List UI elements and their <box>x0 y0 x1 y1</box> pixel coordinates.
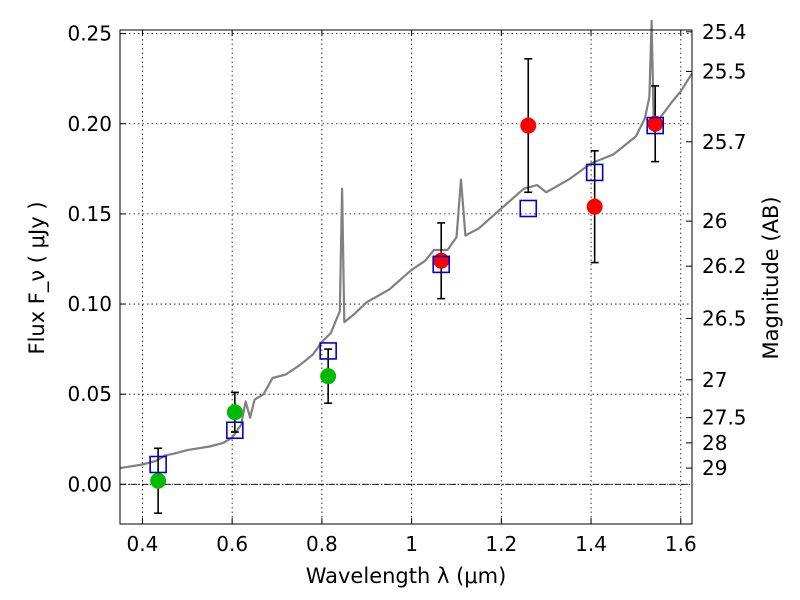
y2-tick-label: 28 <box>702 431 727 455</box>
observed-point <box>586 198 603 215</box>
y2-tick-label: 26.2 <box>702 254 747 278</box>
model-point <box>319 342 337 360</box>
observed-point <box>647 115 664 132</box>
x-tick-label: 1.4 <box>575 532 607 556</box>
x-tick-label: 0.6 <box>216 532 248 556</box>
y-tick-label: 0.05 <box>67 382 112 406</box>
y2-tick-label: 29 <box>702 456 727 480</box>
y2-tick-label: 25.7 <box>702 130 747 154</box>
observed-point <box>320 368 337 385</box>
model-point <box>519 199 538 218</box>
grid-lines <box>120 30 692 524</box>
x-tick-label: 0.8 <box>306 532 338 556</box>
tick-labels: 0.4 0.6 0.8 1 1.2 1.4 1.6 0.00 0.05 0.10 0.15 0.20 0… <box>67 20 746 556</box>
observed-point <box>433 252 450 269</box>
axis-ticks <box>120 30 692 524</box>
template-spectrum-line <box>119 19 693 470</box>
model-points <box>149 116 665 474</box>
plot-frame <box>119 29 693 525</box>
observed-point <box>520 117 537 134</box>
y-tick-label: 0.10 <box>67 292 112 316</box>
model-point <box>149 455 167 474</box>
observed-point <box>226 404 243 421</box>
y-axis-label: Flux F_ν ( μJy ) <box>25 201 50 354</box>
y-tick-label: 0.20 <box>67 112 112 136</box>
y-tick-label: 0.00 <box>67 472 112 496</box>
model-point <box>226 421 244 440</box>
x-tick-label: 1.6 <box>665 532 697 556</box>
y-tick-label: 0.25 <box>67 22 112 46</box>
y2-tick-label: 25.4 <box>702 20 747 44</box>
y2-tick-label: 26 <box>702 209 727 233</box>
model-point <box>646 116 665 135</box>
x-tick-label: 0.4 <box>127 532 159 556</box>
y-tick-label: 0.15 <box>67 202 112 226</box>
x-tick-label: 1.2 <box>485 532 517 556</box>
y2-tick-label: 26.5 <box>702 306 747 330</box>
model-point <box>432 255 451 274</box>
observed-point <box>150 472 167 489</box>
y2-tick-label: 27.5 <box>702 406 747 430</box>
y2-tick-label: 27 <box>702 368 727 392</box>
y2-tick-label: 25.5 <box>702 59 747 83</box>
observed-points <box>150 115 664 489</box>
x-tick-label: 1 <box>405 532 418 556</box>
x-axis-label: Wavelength λ (μm) <box>306 564 507 588</box>
template-spectrum <box>119 19 693 470</box>
y2-axis-label: Magnitude (AB) <box>759 196 783 359</box>
model-point <box>585 163 604 182</box>
